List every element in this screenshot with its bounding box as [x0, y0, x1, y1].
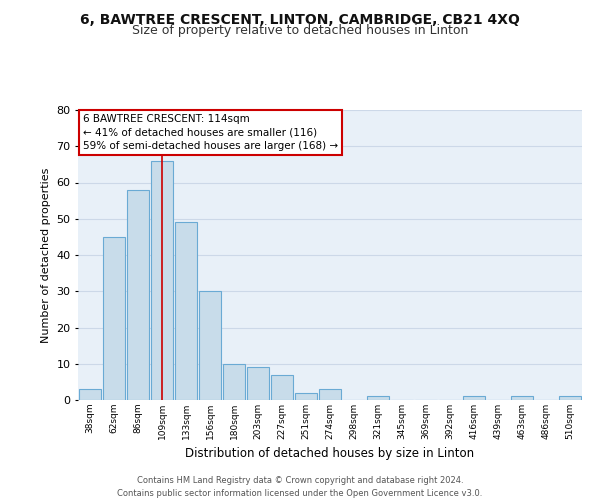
Text: 6, BAWTREE CRESCENT, LINTON, CAMBRIDGE, CB21 4XQ: 6, BAWTREE CRESCENT, LINTON, CAMBRIDGE, … — [80, 12, 520, 26]
Bar — [223, 364, 245, 400]
Bar — [463, 396, 485, 400]
Y-axis label: Number of detached properties: Number of detached properties — [41, 168, 50, 342]
Bar — [151, 161, 173, 400]
Bar — [175, 222, 197, 400]
Text: Contains HM Land Registry data © Crown copyright and database right 2024.
Contai: Contains HM Land Registry data © Crown c… — [118, 476, 482, 498]
Bar — [367, 396, 389, 400]
Bar — [511, 396, 533, 400]
Bar — [295, 393, 317, 400]
Bar — [127, 190, 149, 400]
Bar — [79, 389, 101, 400]
Bar — [559, 396, 581, 400]
Bar — [247, 368, 269, 400]
Bar — [271, 374, 293, 400]
Text: Size of property relative to detached houses in Linton: Size of property relative to detached ho… — [132, 24, 468, 37]
Bar — [319, 389, 341, 400]
Bar — [103, 237, 125, 400]
Text: 6 BAWTREE CRESCENT: 114sqm
← 41% of detached houses are smaller (116)
59% of sem: 6 BAWTREE CRESCENT: 114sqm ← 41% of deta… — [83, 114, 338, 151]
Bar — [199, 291, 221, 400]
X-axis label: Distribution of detached houses by size in Linton: Distribution of detached houses by size … — [185, 448, 475, 460]
